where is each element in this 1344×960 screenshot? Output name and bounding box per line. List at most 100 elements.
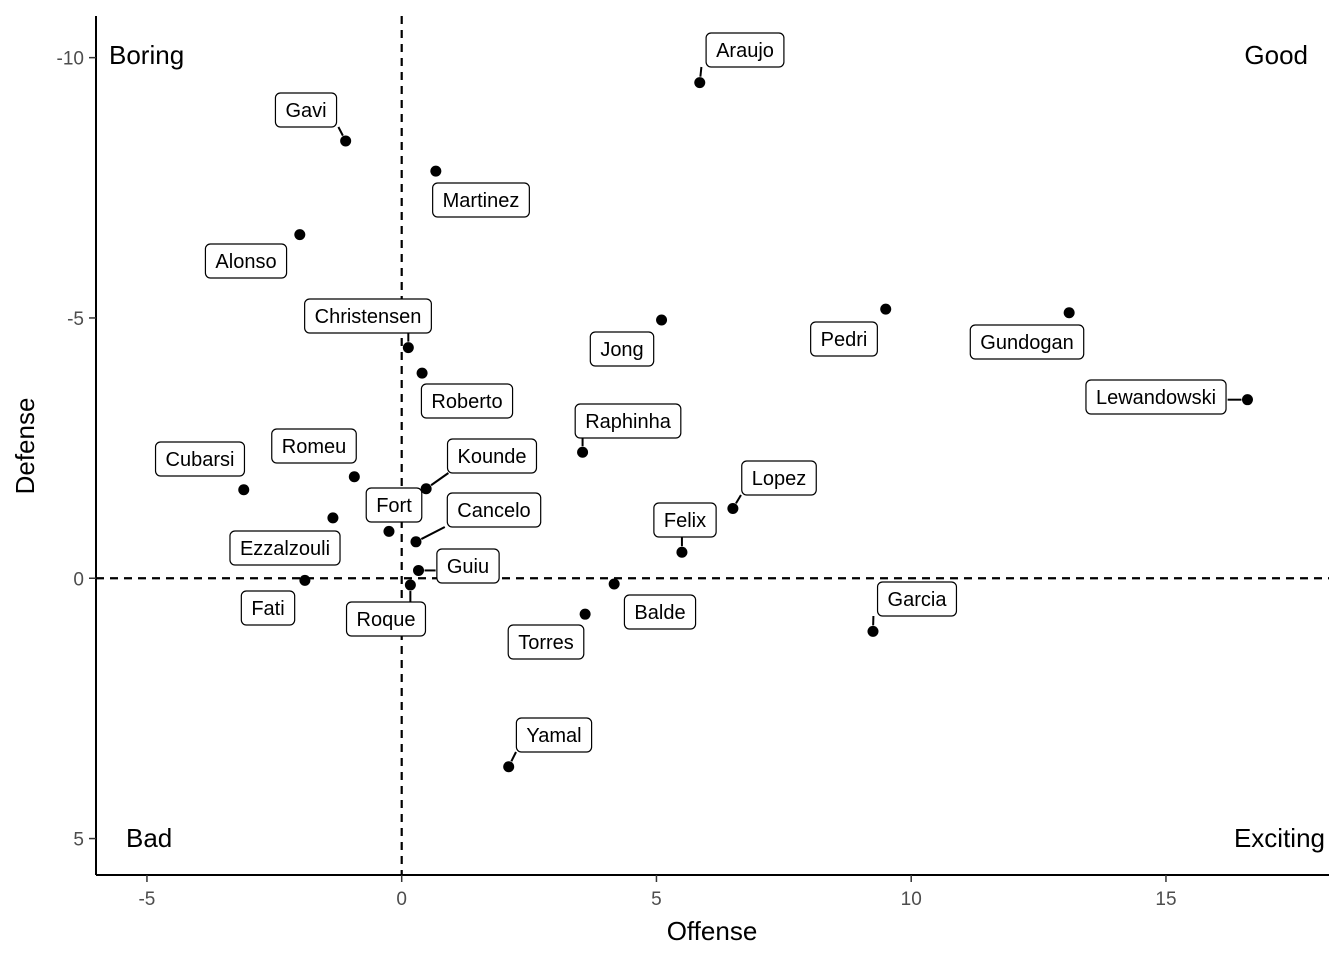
leader-line [735,494,742,504]
data-point-araujo: Araujo [694,32,785,89]
point-marker [340,135,352,147]
point-label: Christensen [315,306,422,328]
point-label: Cubarsi [166,449,235,471]
point-label: Cancelo [457,500,530,522]
point-label: Guiu [447,556,489,578]
point-label-box [240,590,296,626]
point-label-box [705,32,785,68]
point-label-box [876,581,958,617]
point-marker [1063,307,1075,319]
data-point-fort: Fort [365,487,423,537]
quadrant-label-bottom-left: Bad [126,823,172,853]
axes [95,16,1329,876]
data-point-lewandowski: Lewandowski [1085,379,1253,415]
data-point-jong: Jong [589,314,668,367]
point-label: Lewandowski [1096,387,1216,409]
data-point-cancelo: Cancelo [410,492,542,548]
point-label-box [741,460,817,496]
point-label: Roberto [431,391,502,413]
point-marker [579,608,591,620]
x-axis-ticks: -5 0 5 10 15 [138,875,1177,910]
point-marker [656,314,668,326]
y-axis-title: Defense [10,398,40,495]
y-axis-ticks: -10 -5 0 5 [57,49,96,851]
data-point-gundogan: Gundogan [969,307,1085,360]
point-label: Fati [251,598,284,620]
x-tick-label: 15 [1155,889,1176,910]
data-point-gavi: Gavi [274,92,352,147]
point-marker [577,446,589,458]
point-label-box [345,601,427,637]
point-label-box [653,502,717,538]
point-marker [294,229,306,241]
quadrant-labels: Boring Good Bad Exciting [109,40,1325,853]
leader-line [420,526,446,540]
point-label: Torres [518,632,574,654]
point-label-box [589,331,655,367]
data-point-martinez: Martinez [430,165,530,218]
point-marker [676,546,688,558]
point-label: Gavi [285,100,326,122]
quadrant-label-bottom-right: Exciting [1234,823,1325,853]
point-label-box [623,594,697,630]
point-label-box [304,298,432,334]
point-label: Lopez [752,468,807,490]
point-marker [430,165,442,177]
point-label-box [969,324,1085,360]
point-label: Roque [357,609,416,631]
data-point-yamal: Yamal [503,717,593,773]
point-marker [413,564,425,576]
x-tick-label: 0 [396,889,407,910]
point-label: Yamal [526,725,581,747]
x-tick-label: 10 [901,889,922,910]
point-label: Martinez [443,190,520,212]
leader-line [510,751,517,762]
data-point-balde: Balde [608,578,697,630]
data-point-guiu: Guiu [413,548,500,584]
point-label-box [432,182,530,218]
data-point-kounde: Kounde [420,438,538,495]
point-marker [416,367,428,379]
point-label-box [229,530,341,566]
point-label: Fort [376,495,412,517]
data-point-raphinha: Raphinha [574,403,682,458]
point-label-box [515,717,593,753]
leader-line [699,66,703,77]
point-label: Kounde [458,446,527,468]
point-label: Felix [664,510,706,532]
point-marker [1241,394,1253,406]
point-label: Araujo [716,40,774,62]
point-label-box [1085,379,1227,415]
point-label: Ezzalzouli [240,538,330,560]
point-label-box [154,441,246,477]
leader-line [430,472,449,487]
data-point-fati: Fati [240,574,311,626]
point-label-box [507,624,585,660]
data-point-romeu: Romeu [271,428,360,483]
x-axis-title: Offense [667,916,758,946]
data-point-roberto: Roberto [416,367,514,419]
y-tick-label: -10 [57,49,84,70]
point-label: Garcia [888,589,948,611]
point-marker [348,471,360,483]
data-point-ezzalzouli: Ezzalzouli [229,512,341,566]
point-marker [867,625,879,637]
point-label-box [446,492,542,528]
data-point-cubarsi: Cubarsi [154,441,250,496]
point-marker [402,342,414,354]
point-marker [327,512,339,524]
point-label: Alonso [215,251,276,273]
point-marker [503,761,515,773]
y-tick-label: -5 [67,309,84,330]
point-label: Romeu [282,436,346,458]
point-marker [880,303,892,315]
x-tick-label: 5 [651,889,662,910]
point-marker [727,502,739,514]
point-label: Balde [634,602,685,624]
point-marker [238,484,250,496]
y-tick-label: 5 [73,830,84,851]
quadrant-label-top-left: Boring [109,40,184,70]
point-label-box [446,438,538,474]
point-label: Raphinha [585,411,672,433]
point-label-box [420,383,514,419]
